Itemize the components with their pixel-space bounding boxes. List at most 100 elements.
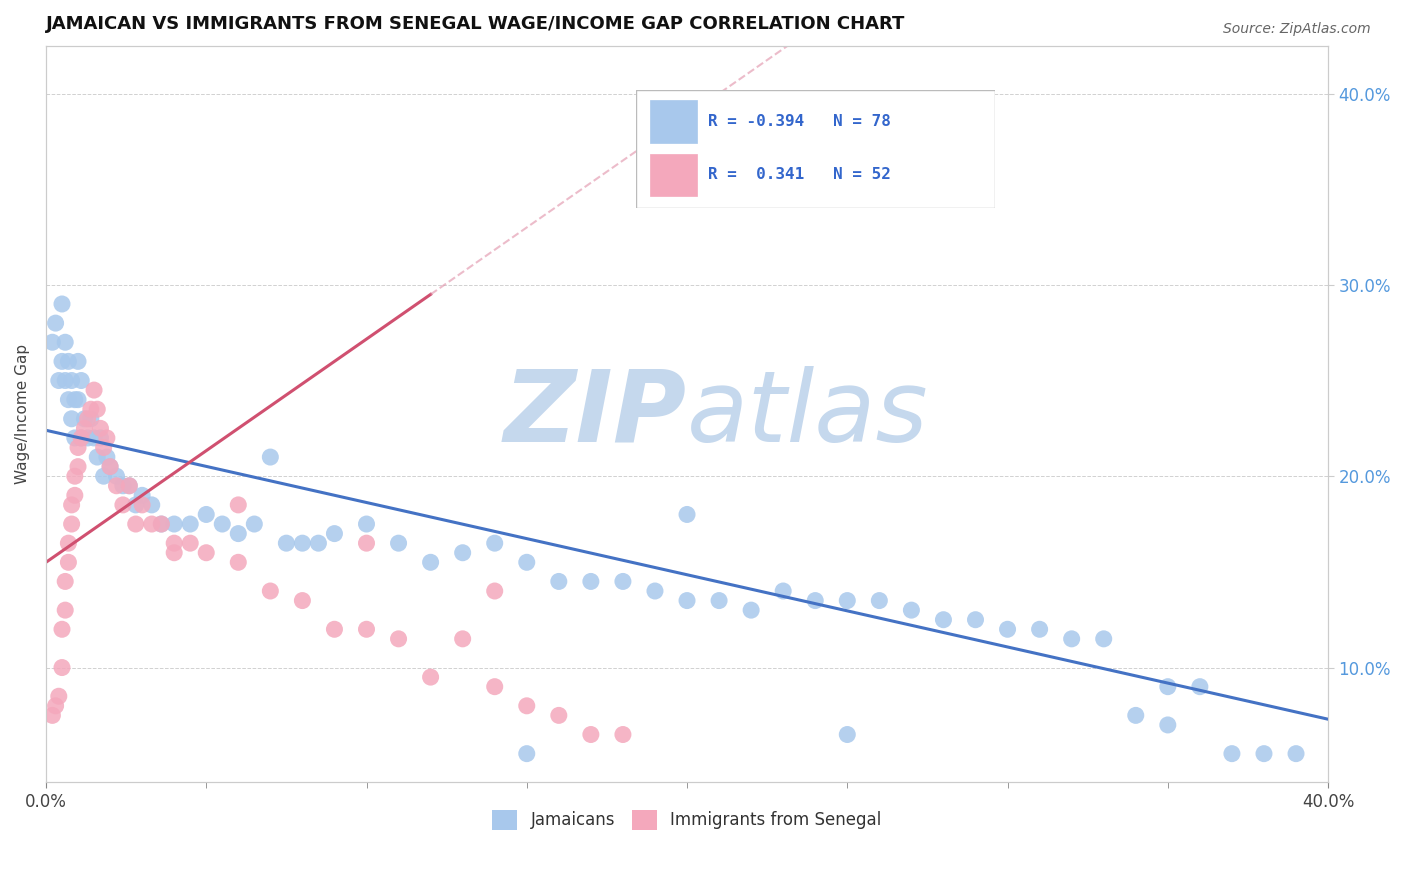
Point: [48, 690, 70, 704]
Point: [579, 727, 602, 741]
Point: [516, 698, 538, 713]
Text: atlas: atlas: [688, 366, 928, 463]
Point: [48, 374, 70, 388]
Point: [451, 546, 474, 560]
Point: [58, 555, 80, 569]
Point: [58, 536, 80, 550]
Point: [740, 603, 762, 617]
Point: [86, 450, 108, 464]
Point: [141, 498, 163, 512]
Point: [1125, 708, 1147, 723]
Point: [451, 632, 474, 646]
Point: [111, 498, 134, 512]
Text: JAMAICAN VS IMMIGRANTS FROM SENEGAL WAGE/INCOME GAP CORRELATION CHART: JAMAICAN VS IMMIGRANTS FROM SENEGAL WAGE…: [46, 15, 905, 33]
Point: [66, 392, 89, 407]
Point: [163, 516, 186, 531]
Point: [259, 584, 281, 599]
Point: [1157, 680, 1180, 694]
Point: [804, 593, 827, 607]
Point: [118, 479, 141, 493]
Point: [484, 584, 506, 599]
Point: [163, 546, 186, 560]
Point: [837, 727, 859, 741]
Point: [141, 516, 163, 531]
Point: [76, 411, 98, 425]
Point: [98, 459, 121, 474]
Point: [131, 498, 153, 512]
Point: [86, 402, 108, 417]
Point: [60, 374, 83, 388]
Point: [66, 354, 89, 368]
Point: [96, 450, 118, 464]
Point: [83, 383, 105, 397]
Point: [547, 708, 569, 723]
Point: [83, 431, 105, 445]
Text: ZIP: ZIP: [503, 366, 688, 463]
Point: [291, 536, 314, 550]
Point: [51, 622, 73, 636]
Point: [89, 421, 111, 435]
Point: [66, 441, 89, 455]
Point: [226, 498, 249, 512]
Point: [259, 450, 281, 464]
Point: [63, 431, 86, 445]
Point: [211, 516, 233, 531]
Point: [1220, 747, 1243, 761]
Point: [111, 479, 134, 493]
Point: [73, 411, 96, 425]
Point: [98, 459, 121, 474]
Point: [179, 516, 201, 531]
Point: [868, 593, 890, 607]
Point: [1028, 622, 1050, 636]
Point: [323, 526, 346, 541]
Point: [276, 536, 298, 550]
Point: [66, 459, 89, 474]
Point: [89, 431, 111, 445]
Point: [356, 622, 378, 636]
Point: [612, 727, 634, 741]
Point: [179, 536, 201, 550]
Point: [150, 516, 173, 531]
Point: [63, 488, 86, 502]
Point: [125, 498, 148, 512]
Point: [70, 431, 93, 445]
Point: [644, 584, 666, 599]
Point: [51, 660, 73, 674]
Point: [676, 593, 699, 607]
Point: [53, 374, 76, 388]
Point: [70, 431, 93, 445]
Point: [63, 392, 86, 407]
Point: [291, 593, 314, 607]
Point: [51, 297, 73, 311]
Point: [58, 392, 80, 407]
Point: [516, 555, 538, 569]
Point: [387, 632, 409, 646]
Point: [131, 488, 153, 502]
Point: [1285, 747, 1308, 761]
Point: [516, 747, 538, 761]
Point: [53, 574, 76, 589]
Point: [63, 469, 86, 483]
Point: [307, 536, 329, 550]
Point: [900, 603, 922, 617]
Text: Source: ZipAtlas.com: Source: ZipAtlas.com: [1223, 22, 1371, 37]
Point: [243, 516, 266, 531]
Point: [356, 536, 378, 550]
Point: [73, 421, 96, 435]
Point: [356, 516, 378, 531]
Point: [105, 479, 128, 493]
Point: [195, 546, 218, 560]
Point: [45, 698, 67, 713]
Point: [53, 335, 76, 350]
Point: [997, 622, 1019, 636]
Point: [105, 469, 128, 483]
Point: [70, 374, 93, 388]
Point: [1060, 632, 1083, 646]
Point: [484, 680, 506, 694]
Point: [323, 622, 346, 636]
Point: [612, 574, 634, 589]
Point: [58, 354, 80, 368]
Point: [419, 670, 441, 684]
Point: [60, 411, 83, 425]
Point: [1157, 718, 1180, 732]
